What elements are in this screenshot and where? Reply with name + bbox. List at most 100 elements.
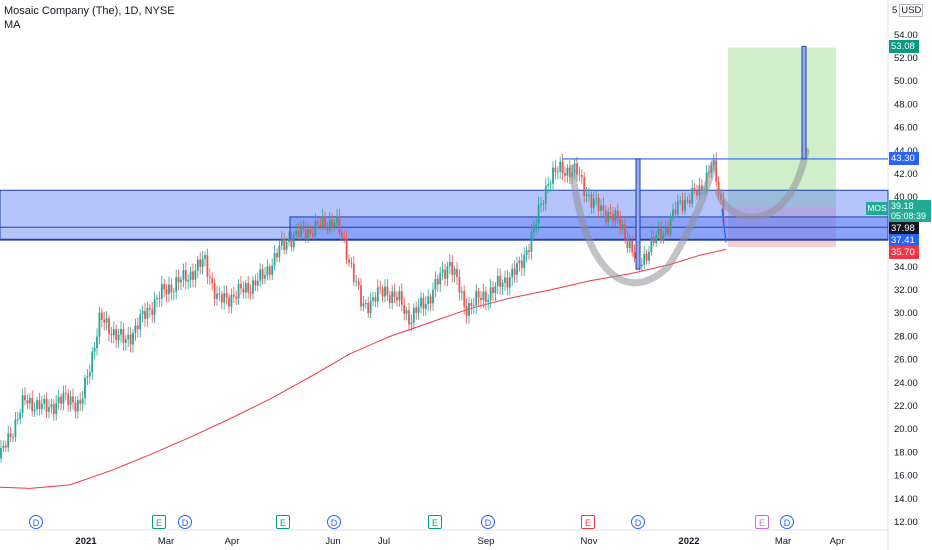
candle-body xyxy=(232,294,235,297)
candle-body xyxy=(264,275,266,279)
candle-body xyxy=(256,280,259,286)
candle-body xyxy=(616,210,619,219)
candle-body xyxy=(312,233,314,237)
candle-body xyxy=(715,160,718,182)
candle-body xyxy=(564,173,566,176)
candle-body xyxy=(67,393,70,405)
candle-body xyxy=(631,240,634,253)
earnings-event-icon[interactable]: E xyxy=(755,515,769,529)
candle-body xyxy=(612,214,614,221)
candle-body xyxy=(475,291,478,306)
candle-body xyxy=(408,310,410,325)
target-projection-bar xyxy=(801,45,807,160)
candle-body xyxy=(153,299,156,315)
candle-body xyxy=(55,402,58,415)
candle-body xyxy=(384,286,386,297)
candle-body xyxy=(276,253,278,258)
zone-top-price-tag: 37.98 xyxy=(889,222,919,235)
currency-label[interactable]: USD xyxy=(899,4,924,17)
time-tick-label: Jul xyxy=(378,536,390,547)
candle-body xyxy=(213,283,216,299)
dividend-event-icon[interactable]: D xyxy=(780,515,794,529)
indicator-label: MA xyxy=(4,19,21,31)
candle-body xyxy=(607,212,610,223)
candle-body xyxy=(96,336,98,349)
candle-body xyxy=(184,269,187,282)
last-price-tag: 39.18 05:08:39 xyxy=(889,200,931,222)
candle-body xyxy=(547,184,550,186)
candle-body xyxy=(535,223,538,226)
price-tick-label: 50.00 xyxy=(894,76,918,87)
price-tick-label: 12.00 xyxy=(894,517,918,528)
price-tick-label: 44.00 xyxy=(894,146,918,157)
candle-body xyxy=(674,209,677,215)
candle-body xyxy=(16,419,19,421)
candle-body xyxy=(446,266,449,279)
candle-body xyxy=(14,419,17,437)
candle-body xyxy=(168,284,170,295)
dividend-event-icon[interactable]: D xyxy=(327,515,341,529)
dividend-event-icon[interactable]: D xyxy=(29,515,43,529)
candle-body xyxy=(268,266,271,275)
time-tick-label: Apr xyxy=(225,536,240,547)
candle-body xyxy=(333,222,336,228)
candle-body xyxy=(458,277,461,293)
candle-body xyxy=(249,292,252,294)
earnings-event-icon[interactable]: E xyxy=(276,515,290,529)
candle-body xyxy=(112,329,115,336)
candle-body xyxy=(24,395,26,401)
candle-body xyxy=(172,291,175,293)
candle-body xyxy=(496,275,499,286)
price-tick-label: 52.00 xyxy=(894,53,918,64)
candle-body xyxy=(108,318,110,334)
candle-body xyxy=(132,332,134,345)
earnings-event-icon[interactable]: E xyxy=(428,515,442,529)
dividend-event-icon[interactable]: D xyxy=(481,515,495,529)
candle-body xyxy=(288,239,290,242)
candle-body xyxy=(427,296,430,305)
candle-body xyxy=(648,251,650,261)
candle-body xyxy=(124,339,127,343)
earnings-event-icon[interactable]: E xyxy=(581,515,595,529)
candle-body xyxy=(141,310,144,315)
candle-body xyxy=(139,314,142,330)
candle-body xyxy=(192,271,194,280)
candle-body xyxy=(556,171,559,173)
candle-body xyxy=(259,269,262,281)
dividend-event-icon[interactable]: D xyxy=(178,515,192,529)
dividend-event-icon[interactable]: D xyxy=(631,515,645,529)
candle-body xyxy=(292,234,295,248)
candle-body xyxy=(609,212,612,215)
earnings-event-icon[interactable]: E xyxy=(152,515,166,529)
candle-body xyxy=(492,287,494,294)
candle-body xyxy=(559,161,562,172)
candle-body xyxy=(530,232,533,252)
candle-body xyxy=(614,210,617,221)
price-tick-label: 48.00 xyxy=(894,99,918,110)
candle-body xyxy=(396,296,398,301)
candle-body xyxy=(388,295,391,303)
candle-body xyxy=(216,293,218,299)
candle-body xyxy=(151,309,154,315)
candle-body xyxy=(290,239,293,248)
time-tick-label: Apr xyxy=(830,536,845,547)
candle-body xyxy=(240,283,242,289)
candle-body xyxy=(201,258,204,267)
candle-body xyxy=(19,412,22,420)
candle-body xyxy=(72,396,74,403)
candle-body xyxy=(199,259,202,267)
candle-body xyxy=(343,237,346,240)
candle-body xyxy=(60,396,62,404)
candle-body xyxy=(518,260,521,264)
candle-body xyxy=(544,185,547,204)
candle-body xyxy=(528,250,530,252)
candle-body xyxy=(424,304,427,309)
candle-body xyxy=(52,404,55,415)
candle-body xyxy=(487,299,490,303)
time-tick-label: Sep xyxy=(478,536,495,547)
candle-body xyxy=(206,255,209,277)
candle-body xyxy=(230,294,233,307)
candle-body xyxy=(127,334,130,340)
